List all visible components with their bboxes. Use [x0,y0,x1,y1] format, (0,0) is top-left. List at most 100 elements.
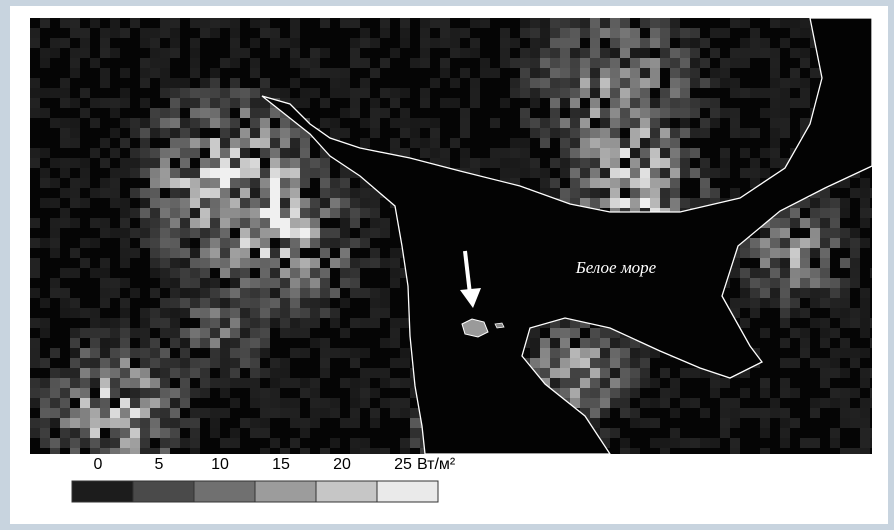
legend-tick-label: 10 [211,456,229,473]
map-pixel [760,248,770,258]
map-pixel [700,178,710,188]
map-pixel [40,238,50,248]
map-pixel [300,58,310,68]
map-pixel [240,228,250,238]
map-pixel [330,198,340,208]
map-pixel [300,388,310,398]
map-pixel [360,318,370,328]
map-pixel [670,168,680,178]
legend: 0510152025Вт/м² [72,456,456,502]
map-pixel [60,38,70,48]
map-pixel [80,258,90,268]
map-pixel [160,268,170,278]
map-pixel [750,298,760,308]
map-pixel [360,28,370,38]
map-pixel [830,238,840,248]
map-pixel [520,48,530,58]
map-pixel [240,248,250,258]
map-pixel [320,268,330,278]
map-pixel [30,218,40,228]
map-pixel [90,358,100,368]
map-pixel [620,138,630,148]
map-pixel [170,318,180,328]
map-pixel [290,178,300,188]
map-pixel [80,198,90,208]
map-pixel [300,378,310,388]
map-pixel [420,28,430,38]
map-pixel [70,358,80,368]
map-pixel [60,308,70,318]
map-pixel [500,58,510,68]
map-pixel [720,108,730,118]
map-pixel [120,328,130,338]
map-pixel [350,258,360,268]
map-pixel [200,178,210,188]
map-pixel [160,198,170,208]
map-pixel [650,188,660,198]
map-pixel [40,398,50,408]
map-pixel [550,28,560,38]
map-pixel [680,88,690,98]
map-pixel [110,148,120,158]
map-pixel [220,178,230,188]
map-pixel [520,108,530,118]
map-pixel [360,378,370,388]
map-pixel [490,148,500,158]
map-pixel [770,228,780,238]
map-pixel [210,198,220,208]
map-pixel [760,278,770,288]
map-pixel [610,118,620,128]
map-pixel [250,308,260,318]
map-pixel [450,78,460,88]
map-pixel [830,308,840,318]
map-pixel [120,28,130,38]
map-pixel [350,268,360,278]
map-pixel [290,198,300,208]
map-pixel [660,168,670,178]
map-pixel [170,138,180,148]
map-pixel [480,68,490,78]
map-pixel [180,238,190,248]
map-pixel [760,288,770,298]
map-pixel [70,298,80,308]
map-pixel [200,78,210,88]
map-pixel [320,348,330,358]
map-pixel [490,118,500,128]
map-pixel [230,278,240,288]
map-pixel [850,278,860,288]
map-pixel [870,388,880,398]
map-pixel [180,338,190,348]
map-pixel [590,78,600,88]
map-pixel [840,418,850,428]
map-pixel [180,208,190,218]
map-pixel [150,168,160,178]
map-pixel [460,118,470,128]
map-pixel [800,258,810,268]
map-pixel [690,368,700,378]
map-pixel [610,88,620,98]
map-pixel [50,418,60,428]
map-pixel [340,268,350,278]
map-pixel [860,348,870,358]
legend-tick-label: 20 [333,456,351,473]
map-pixel [210,288,220,298]
map-pixel [610,18,620,28]
map-pixel [640,168,650,178]
map-pixel [800,48,810,58]
map-pixel [670,158,680,168]
map-pixel [530,58,540,68]
map-pixel [250,58,260,68]
map-pixel [140,218,150,228]
map-pixel [70,188,80,198]
map-pixel [600,348,610,358]
map-pixel [480,58,490,68]
map-pixel [190,148,200,158]
map-pixel [590,88,600,98]
map-pixel [240,268,250,278]
map-pixel [810,238,820,248]
map-pixel [670,98,680,108]
map-pixel [80,348,90,358]
map-pixel [840,388,850,398]
map-pixel [340,298,350,308]
map-pixel [30,418,40,428]
